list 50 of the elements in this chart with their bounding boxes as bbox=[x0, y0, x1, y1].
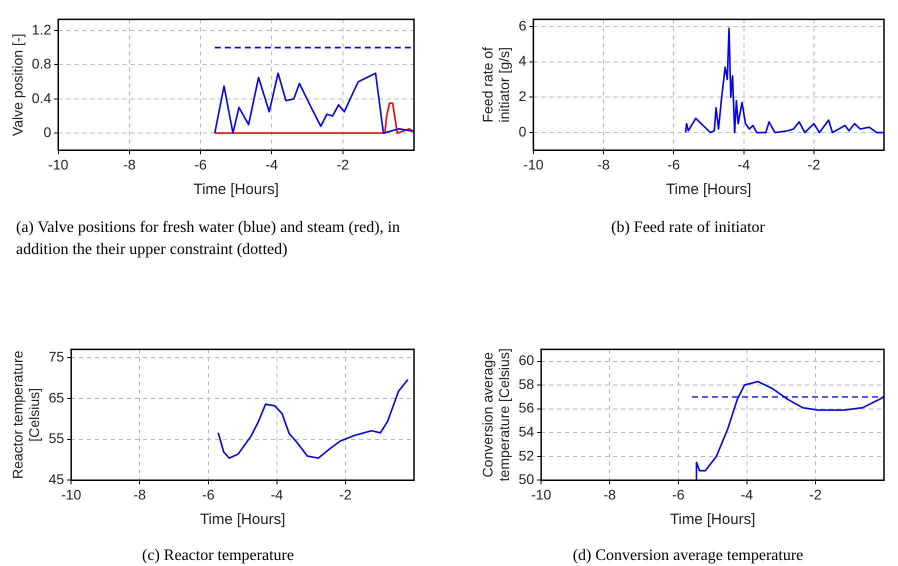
x-tick-label: -10 bbox=[61, 486, 82, 502]
x-tick-label: -6 bbox=[202, 486, 215, 502]
y-tick-label: 75 bbox=[48, 348, 64, 364]
y-tick-label: 0.4 bbox=[32, 90, 52, 106]
x-tick-label: -8 bbox=[123, 156, 136, 172]
x-tick-label: -2 bbox=[336, 156, 350, 172]
x-tick-label: -6 bbox=[672, 486, 685, 502]
y-tick-label: 65 bbox=[48, 389, 64, 406]
y-tick-label: 50 bbox=[518, 471, 534, 488]
y-tick-label: 56 bbox=[518, 400, 534, 416]
text: (c) Reactor temperature bbox=[141, 546, 295, 566]
x-tick-label: -4 bbox=[740, 486, 754, 502]
x-tick-label: -4 bbox=[270, 486, 284, 502]
y-tick-label: 1.2 bbox=[32, 21, 52, 38]
y-axis-title: Feed rate of initiator [g/s] bbox=[479, 46, 512, 123]
y-axis-title: Reactor temperature [Celsius] bbox=[9, 350, 42, 480]
x-tick-label: -10 bbox=[48, 156, 69, 172]
x-tick-label: -8 bbox=[597, 156, 610, 172]
x-tick-label: -4 bbox=[265, 156, 278, 172]
x-tick-label: -10 bbox=[531, 486, 552, 502]
y-tick-label: 0 bbox=[43, 124, 52, 140]
x-tick-label: -4 bbox=[738, 156, 750, 172]
x-axis-title: Time [Hours] bbox=[666, 181, 752, 198]
x-tick-label: -2 bbox=[339, 486, 352, 502]
x-tick-label: -6 bbox=[667, 156, 680, 172]
y-tick-label: 2 bbox=[518, 88, 527, 104]
x-axis-title: Time [Hours] bbox=[193, 181, 279, 198]
x-tick-label: -2 bbox=[808, 156, 820, 172]
y-tick-label: 4 bbox=[518, 52, 527, 69]
y-axis-title: Conversion average temperature [Celsius] bbox=[479, 348, 512, 482]
y-tick-label: 6 bbox=[518, 17, 527, 34]
x-tick-label: -8 bbox=[604, 486, 616, 502]
y-tick-label: 60 bbox=[518, 352, 534, 368]
x-tick-label: -10 bbox=[523, 156, 544, 172]
y-axis-title: Valve position [-] bbox=[9, 34, 26, 136]
y-tick-label: 54 bbox=[518, 423, 534, 440]
y-tick-label: 0.8 bbox=[32, 56, 52, 72]
text: (b) Feed rate of initiator bbox=[610, 218, 766, 238]
text: (d) Conversion average temperature bbox=[572, 546, 804, 566]
y-tick-label: 58 bbox=[518, 376, 534, 392]
y-tick-label: 0 bbox=[518, 123, 527, 140]
y-tick-label: 55 bbox=[48, 430, 64, 446]
text: (a) Valve positions for fresh water (blue) and steam (red), in addition the their upper constraint (dotted) bbox=[16, 218, 402, 260]
x-tick-label: -6 bbox=[194, 156, 207, 172]
x-tick-label: -2 bbox=[809, 486, 822, 502]
x-tick-label: -8 bbox=[134, 486, 146, 502]
y-tick-label: 52 bbox=[518, 447, 534, 464]
x-axis-title: Time [Hours] bbox=[200, 511, 286, 528]
y-tick-label: 45 bbox=[48, 471, 64, 488]
x-axis-title: Time [Hours] bbox=[670, 511, 756, 528]
